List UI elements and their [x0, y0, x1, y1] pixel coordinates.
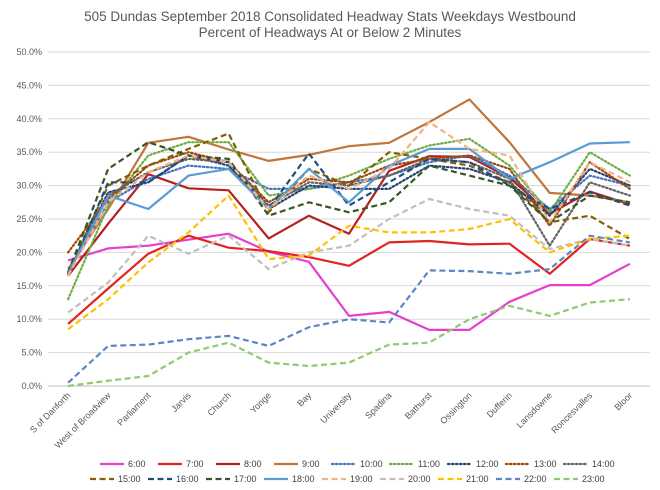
y-tick-label: 0.0%	[21, 381, 42, 391]
series-line	[67, 141, 630, 275]
legend-label: 13:00	[534, 459, 557, 469]
y-tick-label: 30.0%	[16, 181, 42, 191]
legend-label: 21:00	[466, 474, 489, 484]
y-tick-label: 5.0%	[21, 348, 42, 358]
y-tick-label: 50.0%	[16, 47, 42, 57]
y-tick-label: 15.0%	[16, 281, 42, 291]
legend: 6:00 7:00 8:00 9:00 10:00 11:00 12:00 13:00 14:0…	[90, 459, 615, 484]
series-line	[67, 120, 631, 277]
series-line	[67, 232, 631, 331]
series-line	[67, 141, 631, 273]
grid	[48, 51, 650, 387]
y-tick-label: 20.0%	[16, 247, 42, 257]
legend-label: 22:00	[524, 474, 547, 484]
series-line	[67, 98, 631, 270]
legend-label: 9:00	[302, 459, 320, 469]
series-line	[66, 137, 632, 301]
legend-label: 7:00	[186, 459, 204, 469]
series-line	[67, 197, 631, 314]
y-tick-label: 25.0%	[16, 214, 42, 224]
y-tick-label: 10.0%	[16, 314, 42, 324]
y-tick-label: 45.0%	[16, 80, 42, 90]
y-tick-label: 35.0%	[16, 147, 42, 157]
legend-label: 8:00	[244, 459, 262, 469]
legend-label: 10:00	[360, 459, 383, 469]
legend-label: 18:00	[292, 474, 315, 484]
plot-area	[66, 98, 632, 388]
series-line	[67, 234, 631, 384]
legend-label: 11:00	[418, 459, 440, 469]
legend-label: 19:00	[350, 474, 373, 484]
legend-label: 16:00	[176, 474, 199, 484]
legend-label: 15:00	[118, 474, 141, 484]
legend-label: 20:00	[408, 474, 431, 484]
y-axis: 0.0% 5.0% 10.0% 15.0% 20.0% 25.0% 30.0% 35.0% 40…	[16, 47, 42, 391]
legend-label: 6:00	[128, 459, 146, 469]
legend-label: 14:00	[592, 459, 615, 469]
series-line	[67, 234, 631, 325]
legend-label: 17:00	[234, 474, 257, 484]
series-line	[67, 298, 630, 388]
y-tick-label: 40.0%	[16, 114, 42, 124]
legend-label: 12:00	[476, 459, 499, 469]
series-line	[67, 194, 630, 331]
legend-label: 23:00	[582, 474, 605, 484]
chart-title: 505 Dundas September 2018 Consolidated H…	[84, 9, 576, 24]
chart-subtitle: Percent of Headways At or Below 2 Minute…	[199, 25, 462, 40]
